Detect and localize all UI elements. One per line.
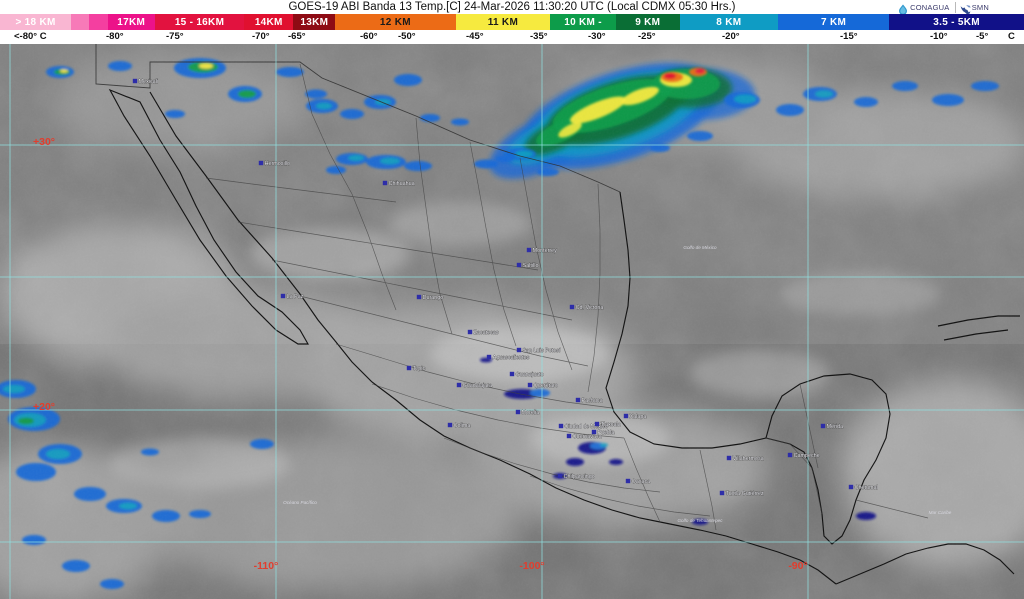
colorbar-tick-label: -80° [106,31,124,42]
colorbar-segment: 7 KM [778,14,890,30]
map-layers: +30°+20°-110° -100° -90° Golfo de MéxicoOc… [0,44,1024,599]
colorbar-tick-label: -20° [722,31,740,42]
colorbar-segment: 17KM [107,14,155,30]
colorbar-tick-label: -45° [466,31,484,42]
colorbar-segment: 14KM [244,14,294,30]
colorbar-segment: 9 KM [615,14,680,30]
temperature-scale-ticks: <-80° C -80° -75° -70° -65° -60° -50° -45° -35° -… [0,30,1024,44]
colorbar-segment: > 18 KM [0,14,72,30]
colorbar-tick-label: -25° [638,31,656,42]
colorbar-tick-label: -75° [166,31,184,42]
colorbar-segment [89,14,108,30]
ir-satellite-map[interactable]: +30° +20° -110° -100° -90° Golfo de México Oc… [0,44,1024,599]
colorbar-segment: 12 KM [335,14,456,30]
colorbar-segment: 13KM [293,14,336,30]
colorbar-segment: 3.5 - 5KM [889,14,1024,30]
colorbar-tick-label: -5° [976,31,989,42]
mexico-map-icon [960,2,971,14]
colorbar-tick-label: -50° [398,31,416,42]
header-bar: GOES-19 ABI Banda 13 Temp.[C] 24-Mar-202… [0,0,1024,18]
temperature-color-scale: > 18 KM 17KM 15 - 16KM 14KM 13KM 12 KM 11 KM 10… [0,14,1024,30]
colorbar-segment [71,14,90,30]
colorbar-tick-label: -10° [930,31,948,42]
colorbar-tick-label: -15° [840,31,858,42]
colorbar-segment: 8 KM [679,14,779,30]
colorbar-segment: 15 - 16KM [154,14,245,30]
colorbar-tick-label: -60° [360,31,378,42]
colorbar-segment: 10 KM - [550,14,616,30]
colorbar-tick-label: -30° [588,31,606,42]
colorbar-tick-label: -35° [530,31,548,42]
colorbar-tick-label: -70° [252,31,270,42]
page-title: GOES-19 ABI Banda 13 Temp.[C] 24-Mar-202… [288,1,736,13]
image-noise [0,44,1024,599]
colorbar-tick-label: -65° [288,31,306,42]
colorbar-tick-label: <-80° C [14,31,47,42]
logo-divider [954,1,956,13]
water-drop-icon [898,2,908,15]
agency-logos: CONAGUA COMISIÓN NACIONAL DEL AGUA SMN S… [898,0,1022,18]
colorbar-segment: 11 KM [455,14,551,30]
colorbar-tick-label: C [1008,31,1015,42]
